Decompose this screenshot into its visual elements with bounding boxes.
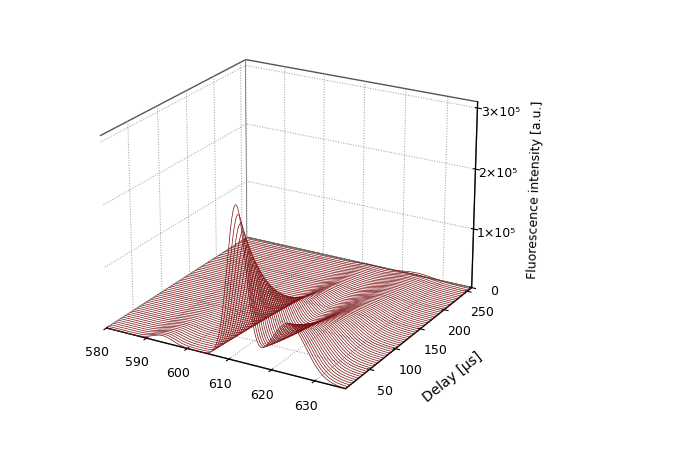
Y-axis label: Delay [μs]: Delay [μs] [421, 350, 485, 405]
